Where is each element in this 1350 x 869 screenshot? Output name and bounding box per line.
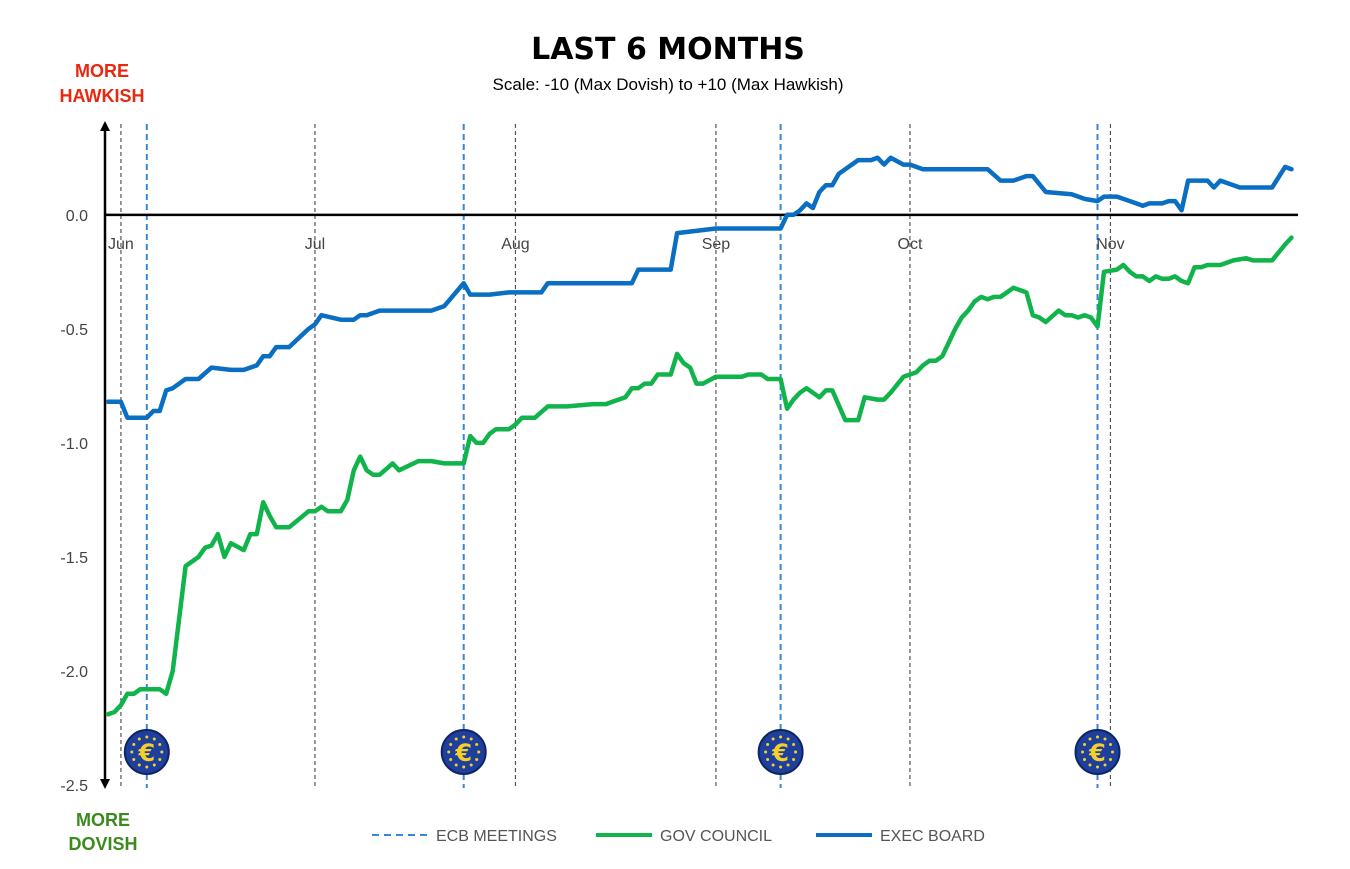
y-tick-label: -1.5 <box>60 550 88 567</box>
series-gov-council <box>105 235 1294 717</box>
y-tick-label: -0.5 <box>60 322 88 339</box>
svg-text:€: € <box>1088 739 1106 767</box>
ecb-euro-icon: € <box>757 729 804 775</box>
svg-text:€: € <box>454 739 472 767</box>
chart-subtitle: Scale: -10 (Max Dovish) to +10 (Max Hawk… <box>493 75 844 94</box>
legend-gov-label: GOV COUNCIL <box>660 828 772 845</box>
y-tick-label: 0.0 <box>66 208 88 225</box>
legend-ecb-label: ECB MEETINGS <box>436 828 557 845</box>
series-exec-board <box>105 155 1294 421</box>
ecb-euro-icon: € <box>1074 729 1121 775</box>
month-label-oct: Oct <box>898 236 923 253</box>
month-label-nov: Nov <box>1096 236 1124 253</box>
svg-text:€: € <box>771 739 789 767</box>
month-gridlines <box>120 124 1112 788</box>
y-tick-label: -1.0 <box>60 436 88 453</box>
ecb-euro-icon: € <box>440 729 487 775</box>
more-dovish-label-line1: MORE <box>76 810 130 830</box>
month-labels: Jun Jul Aug Sep Oct Nov <box>108 236 1125 253</box>
more-hawkish-label-line1: MORE <box>75 61 129 81</box>
chart-title: LAST 6 MONTHS <box>531 32 805 67</box>
month-label-aug: Aug <box>501 236 529 253</box>
y-tick-labels: 0.0 -0.5 -1.0 -1.5 -2.0 -2.5 <box>60 208 88 795</box>
ecb-icons: € € € € <box>123 729 1121 775</box>
y-tick-label: -2.0 <box>60 664 88 681</box>
ecb-meeting-lines <box>145 124 1099 788</box>
more-dovish-label-line2: DOVISH <box>68 834 137 854</box>
y-tick-label: -2.5 <box>60 778 88 795</box>
month-label-jun: Jun <box>108 236 134 253</box>
more-hawkish-label-line2: HAWKISH <box>60 86 145 106</box>
month-label-sep: Sep <box>702 236 731 253</box>
legend-exec-label: EXEC BOARD <box>880 828 985 845</box>
legend: ECB MEETINGS GOV COUNCIL EXEC BOARD <box>372 828 985 845</box>
svg-text:€: € <box>137 739 155 767</box>
month-label-jul: Jul <box>305 236 325 253</box>
ecb-euro-icon: € <box>123 729 170 775</box>
series-lines <box>105 155 1294 717</box>
